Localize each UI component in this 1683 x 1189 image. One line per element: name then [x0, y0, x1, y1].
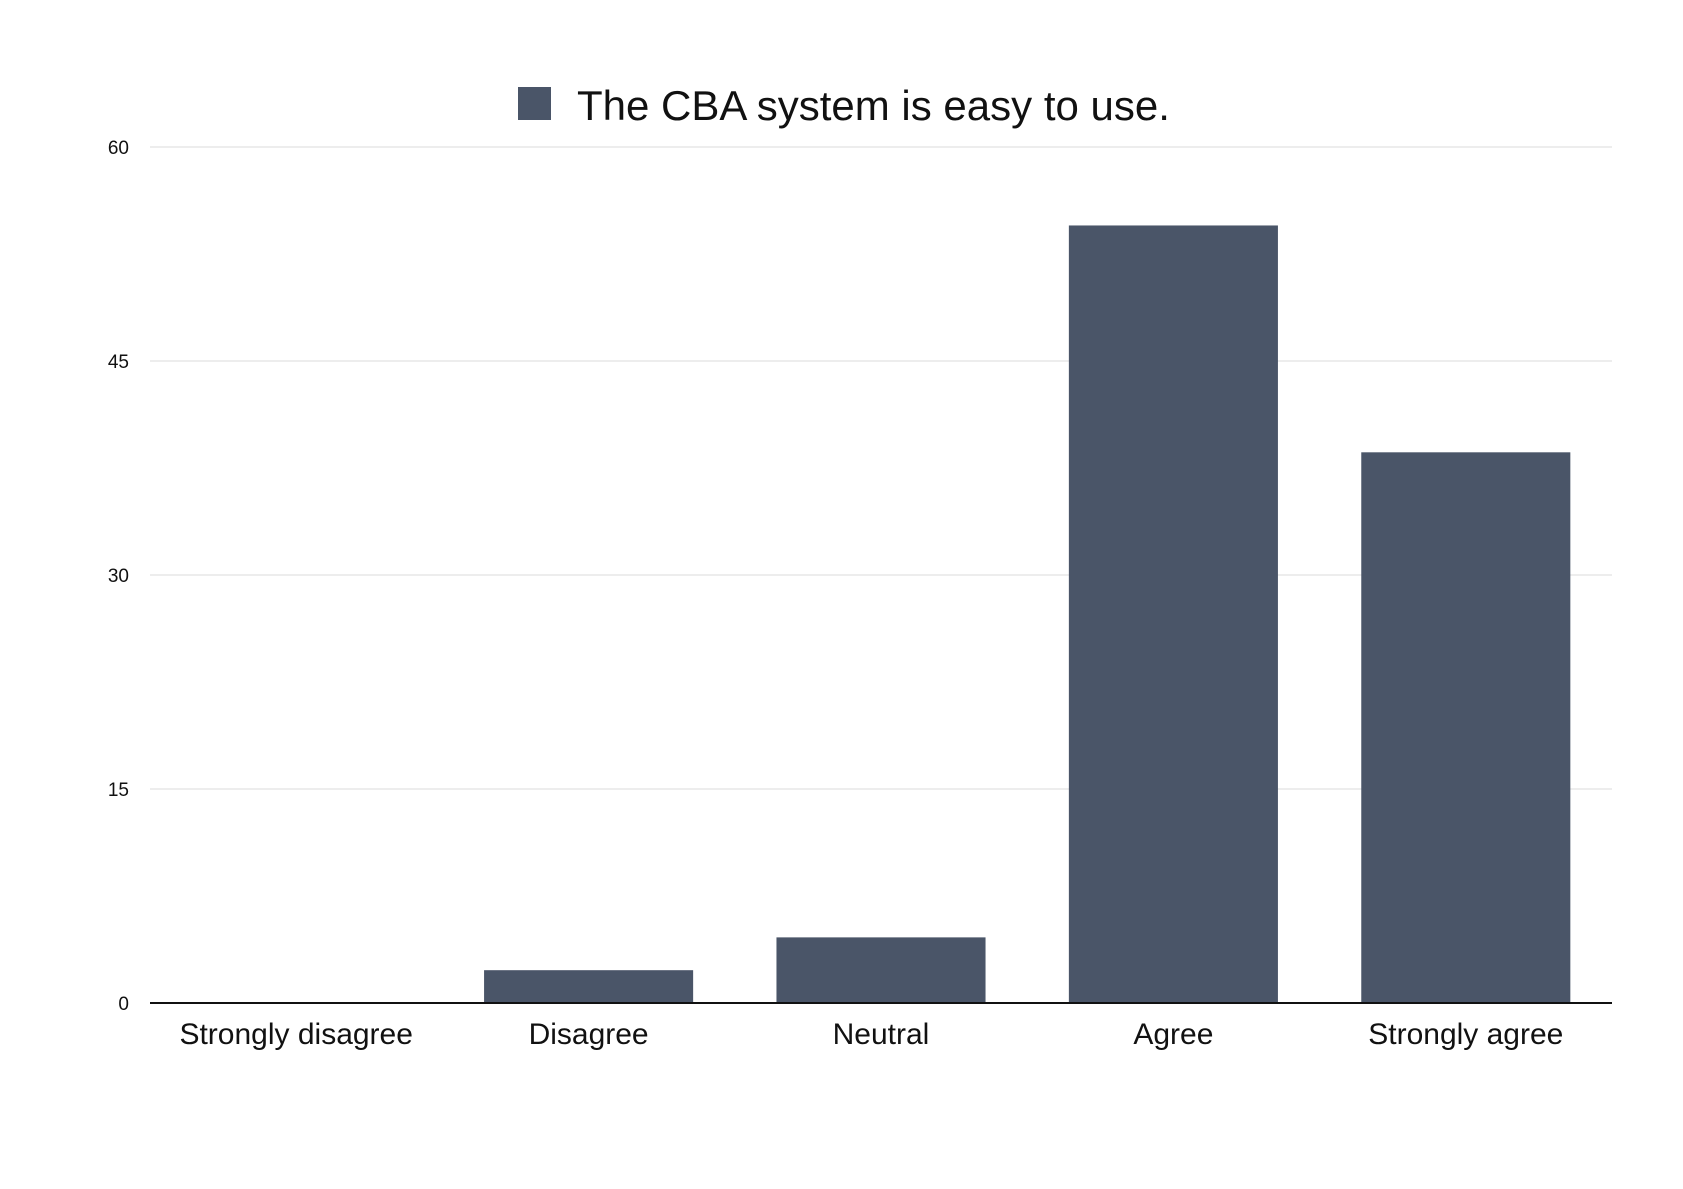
legend-swatch: [518, 87, 551, 120]
bars: [484, 225, 1571, 1004]
bar-agree: [1068, 225, 1278, 1003]
x-tick-label: Disagree: [529, 1018, 649, 1051]
bar-strongly-agree: [1361, 452, 1571, 1004]
y-tick-label: 30: [108, 566, 129, 587]
x-axis-labels: Strongly disagree Disagree Neutral Agree Str…: [179, 1018, 1563, 1051]
x-tick-label: Strongly disagree: [179, 1018, 412, 1051]
bar-disagree: [484, 970, 694, 1003]
y-axis-ticks: 0 15 30 45 60: [108, 138, 129, 1015]
x-tick-label: Neutral: [833, 1018, 930, 1051]
y-tick-label: 0: [118, 994, 129, 1015]
y-tick-label: 45: [108, 352, 129, 373]
x-tick-label: Agree: [1133, 1018, 1213, 1051]
bar-neutral: [776, 937, 986, 1003]
chart-legend: The CBA system is easy to use.: [518, 82, 1170, 129]
y-tick-label: 15: [108, 780, 129, 801]
legend-label: The CBA system is easy to use.: [577, 82, 1170, 129]
y-tick-label: 60: [108, 138, 129, 159]
x-tick-label: Strongly agree: [1368, 1018, 1563, 1051]
